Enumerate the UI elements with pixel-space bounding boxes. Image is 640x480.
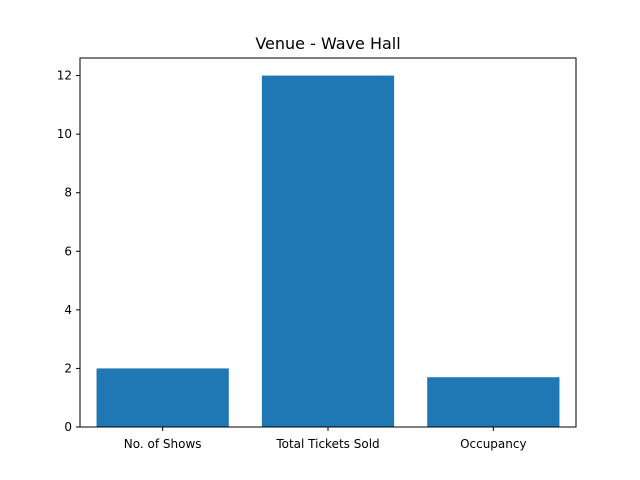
bar-occupancy [427, 377, 560, 427]
y-tick-label: 12 [57, 69, 72, 83]
bar-total-tickets-sold [261, 75, 395, 428]
x-tick-label: No. of Shows [124, 437, 202, 451]
bar-no-of-shows [96, 368, 229, 427]
y-tick-label: 10 [57, 127, 72, 141]
x-tick-label: Occupancy [460, 437, 527, 451]
y-tick-label: 6 [64, 244, 72, 258]
y-tick-label: 2 [64, 361, 72, 375]
bars-group [96, 75, 560, 428]
chart-title: Venue - Wave Hall [255, 34, 400, 53]
x-axis: No. of Shows Total Tickets Sold Occupancy [124, 427, 527, 451]
plot-frame [79, 57, 577, 428]
y-tick-label: 0 [64, 420, 72, 434]
y-axis: 0 2 4 6 8 10 12 [57, 69, 80, 434]
x-tick-label: Total Tickets Sold [275, 437, 379, 451]
y-tick-label: 4 [64, 303, 72, 317]
y-tick-label: 8 [64, 186, 72, 200]
